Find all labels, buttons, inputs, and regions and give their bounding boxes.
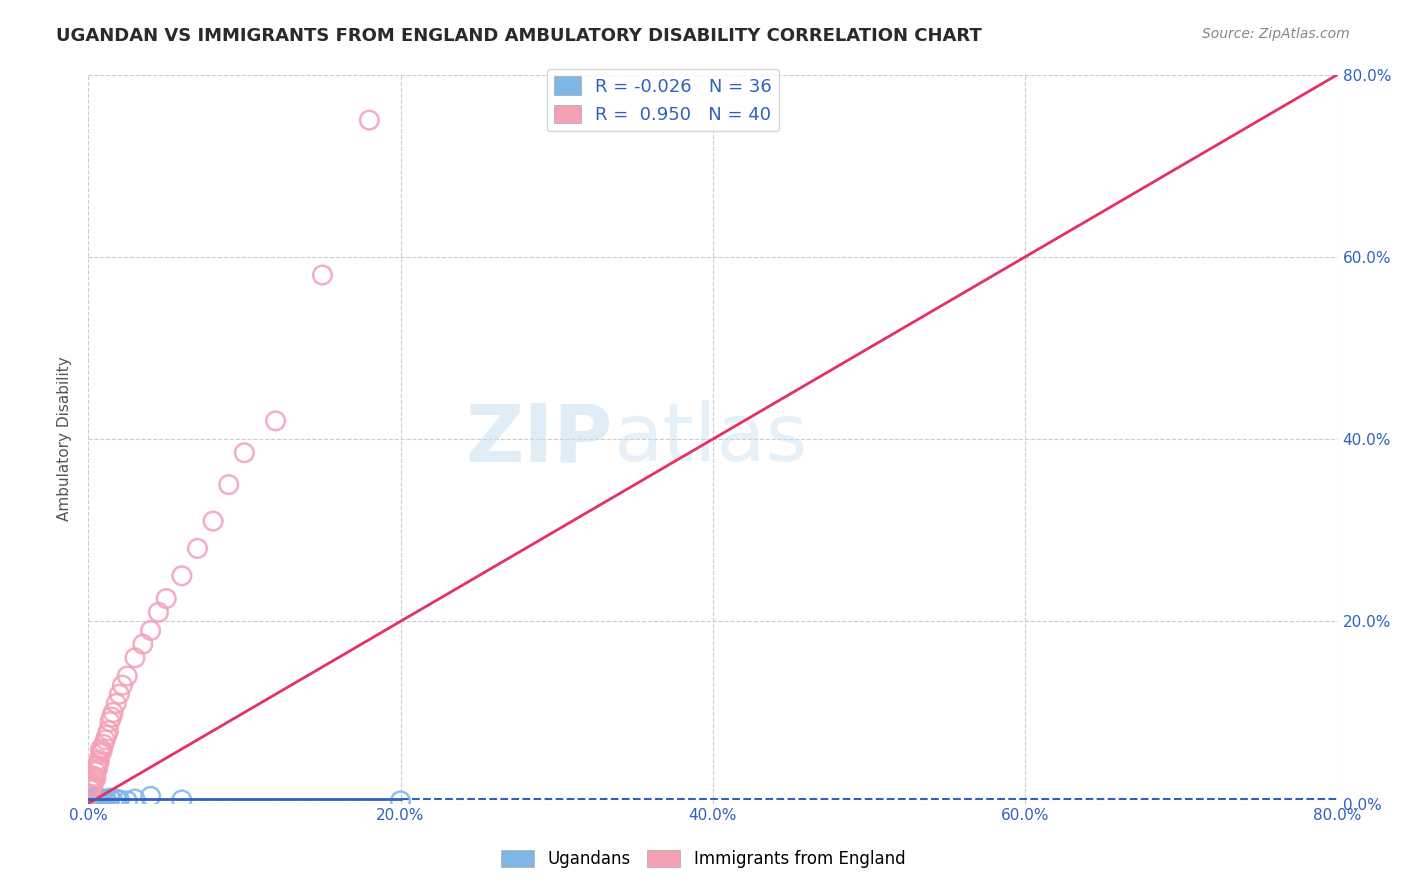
- Point: [82, 778, 104, 792]
- Point: [96, 793, 118, 807]
- Text: ZIP: ZIP: [465, 401, 613, 478]
- Point: [83, 794, 105, 808]
- Point: [84, 795, 107, 809]
- Legend: R = -0.026   N = 36, R =  0.950   N = 40: R = -0.026 N = 36, R = 0.950 N = 40: [547, 69, 779, 131]
- Point: [82, 776, 104, 790]
- Point: [148, 605, 170, 619]
- Point: [84, 793, 107, 807]
- Point: [94, 732, 117, 747]
- Point: [84, 764, 107, 779]
- Point: [115, 669, 138, 683]
- Point: [115, 794, 138, 808]
- Point: [86, 794, 108, 808]
- Point: [108, 793, 131, 807]
- Point: [84, 771, 107, 785]
- Point: [218, 477, 240, 491]
- Point: [90, 747, 112, 761]
- Point: [91, 744, 114, 758]
- Point: [202, 514, 225, 528]
- Point: [87, 791, 110, 805]
- Point: [111, 678, 134, 692]
- Point: [96, 728, 118, 742]
- Point: [79, 793, 101, 807]
- Point: [93, 794, 115, 808]
- Point: [80, 793, 103, 807]
- Point: [233, 446, 256, 460]
- Text: Source: ZipAtlas.com: Source: ZipAtlas.com: [1202, 27, 1350, 41]
- Point: [80, 792, 103, 806]
- Point: [132, 637, 155, 651]
- Point: [90, 792, 112, 806]
- Point: [86, 762, 108, 776]
- Point: [93, 738, 115, 752]
- Legend: Ugandans, Immigrants from England: Ugandans, Immigrants from England: [494, 843, 912, 875]
- Point: [83, 793, 105, 807]
- Point: [91, 793, 114, 807]
- Point: [139, 789, 162, 804]
- Point: [80, 783, 103, 797]
- Point: [139, 624, 162, 638]
- Point: [86, 758, 108, 772]
- Point: [90, 742, 112, 756]
- Point: [155, 591, 177, 606]
- Point: [94, 792, 117, 806]
- Point: [82, 794, 104, 808]
- Point: [98, 714, 121, 729]
- Point: [84, 792, 107, 806]
- Point: [108, 687, 131, 701]
- Text: UGANDAN VS IMMIGRANTS FROM ENGLAND AMBULATORY DISABILITY CORRELATION CHART: UGANDAN VS IMMIGRANTS FROM ENGLAND AMBUL…: [56, 27, 981, 45]
- Point: [170, 568, 193, 582]
- Point: [83, 791, 105, 805]
- Point: [79, 794, 101, 808]
- Point: [101, 794, 124, 808]
- Point: [100, 710, 122, 724]
- Point: [80, 791, 103, 805]
- Point: [82, 790, 104, 805]
- Point: [124, 650, 146, 665]
- Point: [87, 753, 110, 767]
- Point: [80, 794, 103, 808]
- Point: [311, 268, 333, 282]
- Point: [186, 541, 208, 556]
- Point: [359, 113, 381, 128]
- Point: [80, 780, 103, 795]
- Point: [105, 697, 128, 711]
- Y-axis label: Ambulatory Disability: Ambulatory Disability: [58, 357, 72, 522]
- Point: [83, 773, 105, 788]
- Point: [124, 792, 146, 806]
- Point: [105, 792, 128, 806]
- Point: [86, 792, 108, 806]
- Point: [87, 793, 110, 807]
- Point: [90, 794, 112, 808]
- Point: [79, 795, 101, 809]
- Point: [97, 723, 120, 738]
- Point: [82, 795, 104, 809]
- Point: [170, 793, 193, 807]
- Point: [87, 756, 110, 770]
- Point: [82, 792, 104, 806]
- Point: [79, 788, 101, 802]
- Point: [389, 794, 412, 808]
- Point: [101, 706, 124, 720]
- Point: [264, 414, 287, 428]
- Point: [98, 791, 121, 805]
- Point: [83, 769, 105, 783]
- Text: atlas: atlas: [613, 401, 807, 478]
